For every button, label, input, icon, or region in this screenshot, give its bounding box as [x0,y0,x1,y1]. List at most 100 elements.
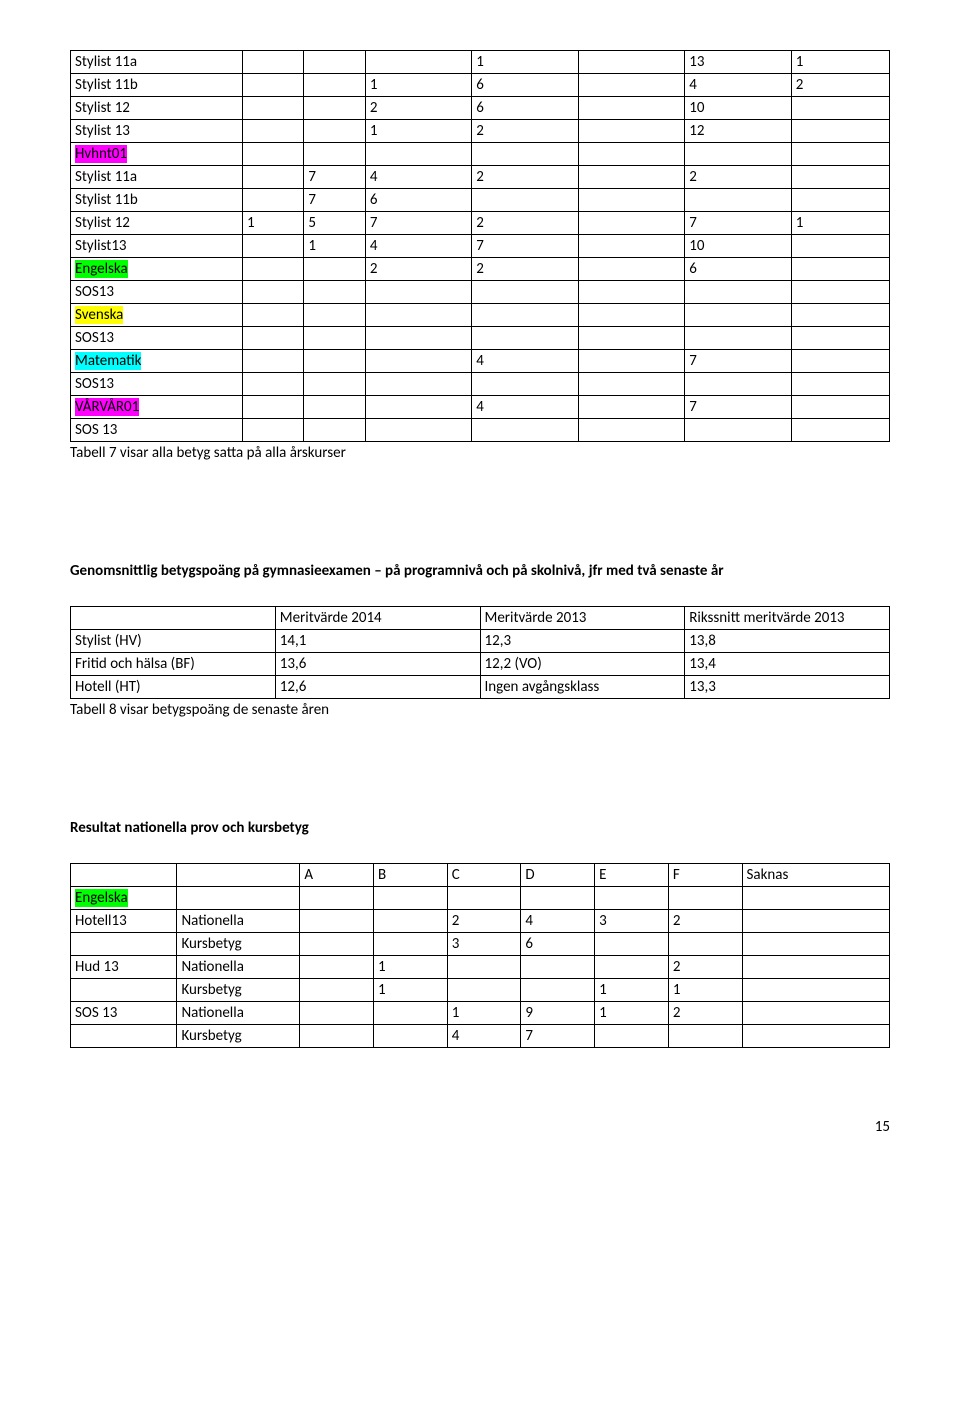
table-cell: 2 [668,1002,742,1025]
table-row: VÅRVÅR0147 [71,396,890,419]
table-cell [791,97,889,120]
table-row: Stylist (HV)14,112,313,8 [71,630,890,653]
table-cell: 1 [304,235,365,258]
table-cell: Stylist 12 [71,97,243,120]
table-cell [472,304,578,327]
table-cell: VÅRVÅR01 [71,396,243,419]
table-cell [374,887,448,910]
table-cell [595,887,669,910]
table-cell [304,120,365,143]
table-cell [578,235,684,258]
table-cell: 2 [447,910,521,933]
table-cell: 2 [472,166,578,189]
table-row: SOS 13 [71,419,890,442]
table-cell [242,51,303,74]
table-cell: 6 [521,933,595,956]
table-cell [71,933,177,956]
table-cell: Stylist 12 [71,212,243,235]
table-cell [791,235,889,258]
table-row: Hud 13Nationella12 [71,956,890,979]
table-cell: 1 [447,1002,521,1025]
table-cell [685,304,791,327]
table-cell: 4 [472,350,578,373]
table-cell [791,143,889,166]
table-cell [685,281,791,304]
table-row: SOS13 [71,327,890,350]
table-cell: 5 [304,212,365,235]
table-cell: 12,6 [275,676,480,699]
table-cell: D [521,864,595,887]
table-cell: 2 [472,212,578,235]
table-row: Hvhnt01 [71,143,890,166]
table-cell [742,979,889,1002]
table-cell [472,373,578,396]
table-cell: 2 [472,120,578,143]
table-row: Engelska [71,887,890,910]
table-cell: 1 [374,979,448,1002]
table-cell [242,235,303,258]
table-cell: 4 [365,235,471,258]
table-cell [742,1002,889,1025]
table-cell: Rikssnitt meritvärde 2013 [685,607,890,630]
table-cell [578,120,684,143]
table-cell: 1 [791,51,889,74]
table-row: SOS 13Nationella1912 [71,1002,890,1025]
table-row: Hotell13Nationella2432 [71,910,890,933]
table-row: Stylist 11a1131 [71,51,890,74]
table-cell [365,373,471,396]
section1-title: Genomsnittlig betygspoäng på gymnasieexa… [70,562,890,580]
table-cell [791,327,889,350]
table-cell: 7 [685,350,791,373]
table-cell: 10 [685,235,791,258]
table-cell: Stylist 11b [71,74,243,97]
table-cell: Nationella [177,1002,300,1025]
table-cell [578,212,684,235]
table-cell [177,864,300,887]
table-cell [242,350,303,373]
table-cell [521,956,595,979]
table-row: Matematik47 [71,350,890,373]
table-cell: 7 [685,396,791,419]
table-nationella: ABCDEFSaknasEngelskaHotell13Nationella24… [70,863,890,1048]
table-cell: E [595,864,669,887]
table-cell: 1 [472,51,578,74]
table-cell [304,396,365,419]
table-row: Kursbetyg36 [71,933,890,956]
table-cell: 10 [685,97,791,120]
table-cell [742,933,889,956]
table-cell [742,910,889,933]
table-cell [71,979,177,1002]
table-cell: Hotell13 [71,910,177,933]
table-cell [791,189,889,212]
table-cell [304,143,365,166]
table-cell: 2 [365,258,471,281]
table-cell [685,419,791,442]
table-cell: 6 [365,189,471,212]
table-cell [71,864,177,887]
table-cell [578,373,684,396]
table-cell: 4 [521,910,595,933]
table-cell [304,74,365,97]
table-row: Stylist 131212 [71,120,890,143]
table-cell [447,979,521,1002]
table-cell [374,910,448,933]
table-cell [791,166,889,189]
table-cell [668,933,742,956]
table-cell: Stylist (HV) [71,630,276,653]
table-cell [578,304,684,327]
table-cell [304,281,365,304]
table-cell [742,956,889,979]
table-cell: 14,1 [275,630,480,653]
table-cell [300,933,374,956]
table-cell [595,1025,669,1048]
table-cell: B [374,864,448,887]
table-cell [472,281,578,304]
table-cell [365,350,471,373]
table-cell: 1 [791,212,889,235]
table-row: SOS13 [71,373,890,396]
table-cell [791,281,889,304]
table-cell [304,97,365,120]
table-cell [791,120,889,143]
table-cell: 2 [472,258,578,281]
table-cell [242,74,303,97]
